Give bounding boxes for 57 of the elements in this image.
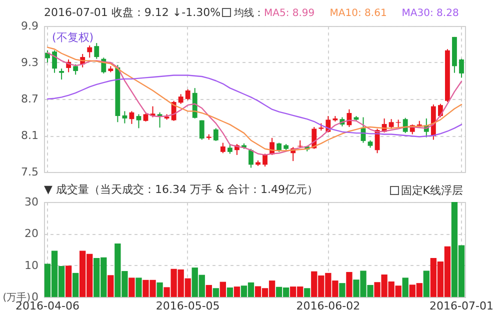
y-tick-label: 8.7 [21, 92, 38, 106]
candlestick [402, 117, 408, 134]
y-tick-label: 10 [24, 258, 38, 272]
y-tick-label: 9.9 [21, 20, 38, 32]
text: 固定K线浮层 [400, 183, 463, 198]
bar [108, 275, 114, 297]
bar [339, 283, 346, 297]
candlestick [178, 94, 184, 104]
bar [346, 272, 352, 297]
candlestick [227, 144, 232, 154]
x-tick-label: 2016-05-05 [156, 300, 220, 312]
candlestick [185, 88, 190, 101]
bar [128, 278, 135, 297]
candlestick [438, 103, 443, 118]
annotation: (不复权) [52, 31, 94, 44]
candlestick [122, 110, 128, 124]
text: MA30: 8.28 [402, 8, 459, 19]
candlestick [157, 112, 162, 128]
candlestick [262, 153, 268, 168]
text: MA5: 8.99 [264, 8, 315, 19]
bar [136, 278, 142, 297]
bar [226, 288, 234, 297]
y-tick-label: 7.5 [21, 166, 38, 178]
bar [65, 266, 72, 297]
bar [304, 288, 310, 297]
bar [212, 288, 219, 297]
x-tick-label: 2016-04-06 [16, 300, 80, 312]
bar [206, 284, 212, 297]
bar [423, 270, 430, 297]
text: MA10: 8.61 [330, 8, 387, 19]
y-tick-label: 9.3 [21, 56, 38, 69]
x-tick-label: 2016-06-02 [296, 300, 360, 312]
candlestick [220, 142, 226, 154]
candlestick [199, 120, 204, 140]
y-tick-label: 20 [24, 227, 38, 240]
candlestick [136, 114, 142, 129]
bar [234, 286, 240, 297]
x-tick-label: 2016-07-01 [430, 300, 494, 312]
bar [72, 272, 79, 297]
bar [156, 282, 163, 297]
bar [402, 278, 408, 297]
candlestick [87, 44, 92, 58]
bar [220, 282, 226, 297]
y-tick-label: 30 [24, 196, 38, 208]
y-tick-label: 8.1 [21, 129, 38, 142]
legend-title: 均线： [233, 7, 264, 19]
candlestick [94, 42, 100, 60]
chart-title: ▼ 成交量（当天成交：16.34 万手 & 合计：1.49亿元） [44, 183, 318, 196]
candlestick [59, 68, 64, 80]
candlestick [248, 148, 254, 168]
candlestick [276, 142, 282, 152]
candlestick [73, 64, 78, 76]
candlestick [388, 118, 394, 130]
candlestick [213, 128, 218, 142]
candlestick [52, 50, 57, 74]
candlestick [459, 58, 464, 78]
chart-title: 2016-07-01 收盘：9.12 ↓-1.30% [44, 6, 221, 19]
